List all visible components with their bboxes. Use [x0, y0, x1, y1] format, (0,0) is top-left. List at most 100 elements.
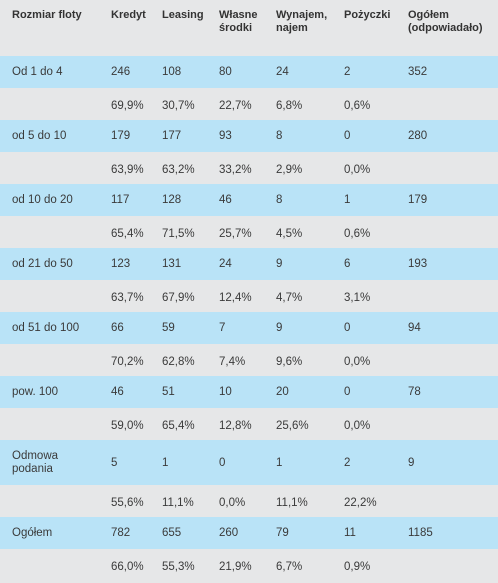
table-row-percent: 59,0% 65,4% 12,8% 25,6% 0,0%: [0, 408, 498, 440]
header-total: Ogółem (odpowiadało): [408, 9, 483, 34]
pct-credit: 66,0%: [111, 561, 144, 573]
pct-own-funds: 21,9%: [219, 561, 252, 573]
table-row-percent: 63,7% 67,9% 12,4% 4,7% 3,1%: [0, 280, 498, 312]
count-leasing: 59: [162, 322, 175, 334]
table-row-percent: 55,6% 11,1% 0,0% 11,1% 22,2%: [0, 485, 498, 517]
pct-own-funds: 25,7%: [219, 228, 252, 240]
count-leasing: 1: [162, 456, 169, 469]
pct-credit: 63,7%: [111, 292, 144, 304]
table-row: od 21 do 50 123 131 24 9 6 193: [0, 248, 498, 280]
pct-rental: 2,9%: [276, 164, 303, 176]
pct-loans: 0,9%: [344, 561, 371, 573]
count-credit: 123: [111, 258, 131, 270]
count-credit: 179: [111, 130, 131, 142]
row-label: Odmowa podania: [12, 449, 59, 475]
pct-leasing: 63,2%: [162, 164, 195, 176]
table-row: pow. 100 46 51 10 20 0 78: [0, 376, 498, 408]
row-label: Ogółem: [12, 527, 53, 539]
count-total: 280: [408, 130, 428, 142]
pct-credit: 65,4%: [111, 228, 144, 240]
pct-loans: 0,0%: [344, 356, 371, 368]
count-loans: 6: [344, 258, 351, 270]
header-leasing: Leasing: [162, 9, 204, 21]
table-row-percent: 70,2% 62,8% 7,4% 9,6% 0,0%: [0, 344, 498, 376]
pct-rental: 6,8%: [276, 100, 303, 112]
count-rental: 20: [276, 386, 289, 398]
pct-own-funds: 12,8%: [219, 420, 252, 432]
count-own-funds: 93: [219, 130, 232, 142]
table-row: Odmowa podania 5 1 0 1 2 9: [0, 440, 498, 485]
table-row: od 5 do 10 179 177 93 8 0 280: [0, 120, 498, 152]
table-row: od 51 do 100 66 59 7 9 0 94: [0, 312, 498, 344]
row-label: od 10 do 20: [12, 194, 73, 206]
table-row: Od 1 do 4 246 108 80 24 2 352: [0, 56, 498, 88]
pct-leasing: 11,1%: [162, 497, 194, 509]
count-rental: 9: [276, 322, 283, 334]
pct-credit: 69,9%: [111, 100, 144, 112]
count-credit: 5: [111, 456, 118, 469]
pct-own-funds: 22,7%: [219, 100, 252, 112]
row-label: Od 1 do 4: [12, 66, 63, 78]
count-total: 352: [408, 66, 428, 78]
table-row: od 10 do 20 117 128 46 8 1 179: [0, 184, 498, 216]
row-label: od 5 do 10: [12, 130, 67, 142]
header-loans: Pożyczki: [344, 9, 391, 21]
count-total: 78: [408, 386, 421, 398]
count-own-funds: 10: [219, 386, 232, 398]
table-row-percent: 69,9% 30,7% 22,7% 6,8% 0,6%: [0, 88, 498, 120]
count-leasing: 108: [162, 66, 182, 78]
count-own-funds: 7: [219, 322, 226, 334]
count-total: 9: [408, 456, 415, 469]
count-own-funds: 24: [219, 258, 232, 270]
pct-own-funds: 7,4%: [219, 356, 246, 368]
count-total: 94: [408, 322, 421, 334]
pct-own-funds: 12,4%: [219, 292, 252, 304]
pct-own-funds: 0,0%: [219, 497, 246, 509]
count-loans: 0: [344, 386, 351, 398]
pct-credit: 55,6%: [111, 497, 144, 509]
count-leasing: 131: [162, 258, 182, 270]
header-credit: Kredyt: [111, 9, 146, 21]
pct-rental: 4,7%: [276, 292, 303, 304]
count-own-funds: 80: [219, 66, 232, 78]
count-total: 179: [408, 194, 428, 206]
count-rental: 79: [276, 527, 289, 539]
count-loans: 2: [344, 456, 351, 469]
pct-loans: 0,0%: [344, 164, 371, 176]
table-header: Rozmiar floty Kredyt Leasing Własne środ…: [0, 0, 498, 56]
row-label: pow. 100: [12, 386, 59, 398]
header-fleet-size: Rozmiar floty: [12, 9, 82, 21]
pct-leasing: 67,9%: [162, 292, 195, 304]
table-row-percent: 65,4% 71,5% 25,7% 4,5% 0,6%: [0, 216, 498, 248]
count-own-funds: 260: [219, 527, 239, 539]
pct-loans: 3,1%: [344, 292, 371, 304]
count-rental: 9: [276, 258, 283, 270]
count-leasing: 128: [162, 194, 182, 206]
count-rental: 1: [276, 456, 283, 469]
pct-leasing: 71,5%: [162, 228, 195, 240]
count-own-funds: 46: [219, 194, 232, 206]
count-leasing: 655: [162, 527, 182, 539]
pct-loans: 0,6%: [344, 100, 371, 112]
count-own-funds: 0: [219, 456, 226, 469]
count-rental: 24: [276, 66, 289, 78]
pct-rental: 6,7%: [276, 561, 303, 573]
pct-leasing: 62,8%: [162, 356, 195, 368]
count-credit: 782: [111, 527, 131, 539]
pct-rental: 25,6%: [276, 420, 309, 432]
count-credit: 117: [111, 194, 130, 206]
row-label: od 21 do 50: [12, 258, 73, 270]
pct-credit: 59,0%: [111, 420, 144, 432]
count-credit: 46: [111, 386, 124, 398]
count-leasing: 51: [162, 386, 175, 398]
header-rental: Wynajem, najem: [276, 9, 328, 34]
count-total: 193: [408, 258, 428, 270]
count-loans: 0: [344, 322, 351, 334]
count-loans: 1: [344, 194, 351, 206]
pct-credit: 70,2%: [111, 356, 144, 368]
pct-loans: 0,6%: [344, 228, 371, 240]
table-row-total: Ogółem 782 655 260 79 11 1185: [0, 517, 498, 549]
count-loans: 11: [344, 527, 356, 539]
pct-rental: 9,6%: [276, 356, 303, 368]
